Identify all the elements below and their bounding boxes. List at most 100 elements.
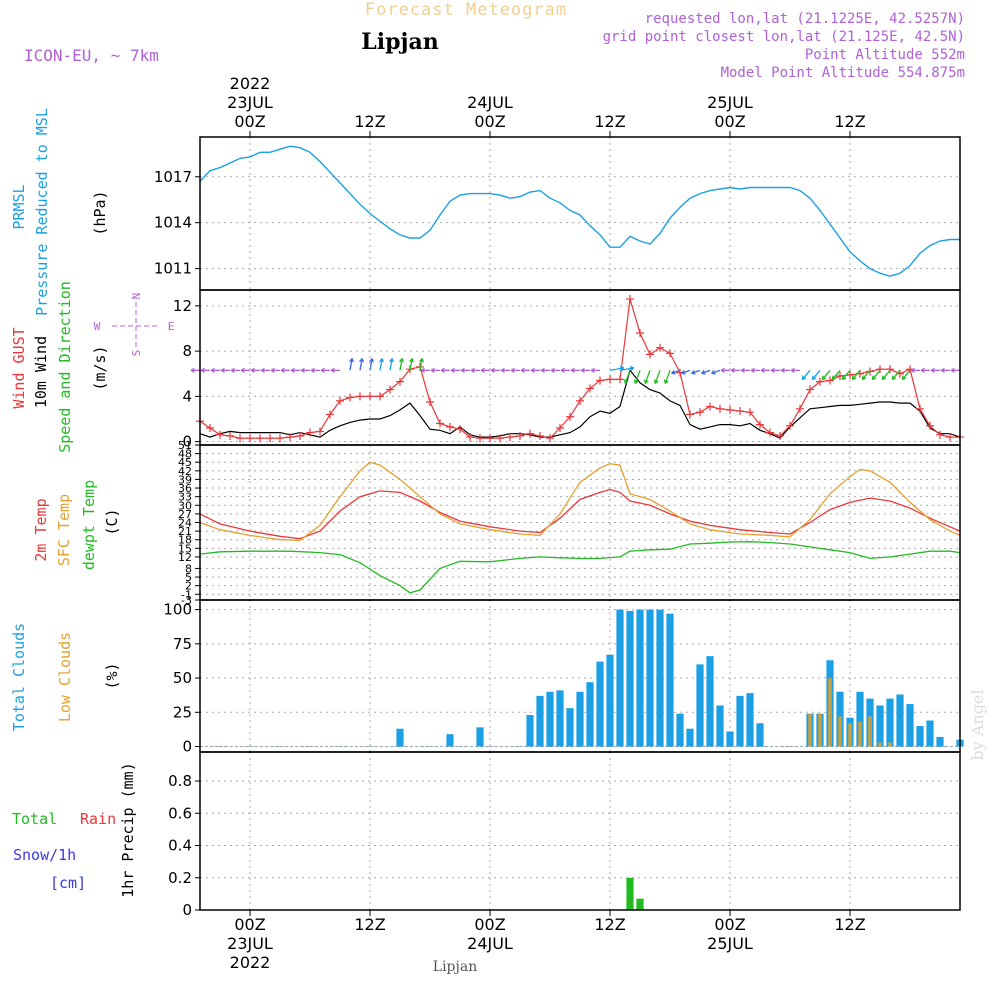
wind-y-tick-label: 12 [173, 297, 192, 315]
clouds-unit: (%) [103, 662, 121, 689]
wind-gust-point [386, 385, 394, 394]
total-clouds-bar [616, 609, 624, 747]
temp-y-tick-label: 45 [178, 456, 192, 469]
temp-label-sfc: SFC Temp [55, 494, 73, 566]
x-tick-label-top: 00Z [714, 112, 745, 131]
x-tick-label-top: 00Z [474, 112, 505, 131]
wind-direction-arrow [691, 369, 701, 375]
wind-direction-arrowhead [720, 367, 725, 373]
wind-gust-point [846, 370, 854, 379]
temp-y-tick-label: 5 [185, 571, 192, 584]
x-tick-label-bottom: 12Z [834, 915, 865, 934]
wind-direction-arrowhead [701, 369, 706, 375]
low-clouds-bar [888, 742, 892, 747]
wind-direction-arrowhead [240, 367, 245, 373]
wind-direction-arrow [901, 369, 911, 380]
wind-direction-arrow [701, 369, 711, 375]
wind-direction-arrowhead [691, 369, 696, 375]
total-clouds-bar [676, 713, 684, 747]
wind-direction-arrowhead [300, 367, 305, 373]
wind-direction-arrowhead [230, 367, 235, 373]
wind-gust-point [806, 385, 814, 394]
precip-y-tick-label: 0 [182, 901, 192, 919]
x-tick-label-top: 23JUL [227, 93, 273, 112]
total-clouds-bar [446, 734, 454, 747]
low-clouds-bar [858, 721, 862, 747]
wind-gust-point [746, 408, 754, 417]
temp-y-tick-label: 12 [178, 551, 192, 564]
wind-direction-arrow [379, 358, 383, 371]
total-clouds-bar [396, 728, 404, 747]
wind-direction-arrow [654, 370, 661, 384]
precip-y-tick-label: 0.8 [168, 772, 192, 790]
wind-direction-arrow [369, 358, 373, 371]
wind-direction-arrow [389, 358, 393, 371]
wind-direction-arrowhead [770, 367, 775, 373]
compass-e: E [168, 320, 175, 333]
wind-direction-arrowhead [821, 375, 827, 381]
wind-gust-point [706, 402, 714, 411]
wind-direction-arrowhead [409, 358, 414, 363]
wind-direction-arrow [349, 358, 353, 371]
wind-gust-point [336, 396, 344, 405]
temp-y-tick-label: 2 [185, 580, 192, 593]
temp-y-tick-label: 24 [178, 517, 192, 530]
wind-direction-arrow [634, 370, 641, 384]
x-tick-label-top: 12Z [834, 112, 865, 131]
wind-gust-point [376, 392, 384, 401]
wind-direction-arrowhead [871, 375, 877, 381]
wind-gust-point [576, 396, 584, 405]
chart-title: Forecast Meteogram [365, 0, 567, 20]
wind-direction-arrow [711, 369, 721, 375]
wind-gust-point [566, 412, 574, 421]
temp-label-dewpt: dewpt Temp [80, 480, 98, 570]
temp-y-tick-label: 36 [178, 482, 192, 495]
wind-direction-arrow [409, 358, 413, 371]
wind-gust-point [276, 434, 284, 443]
wind-gust-point [916, 404, 924, 413]
wind-y-tick-label: 4 [182, 387, 192, 405]
wind-direction-arrow [881, 369, 891, 380]
wind-gust-point [286, 433, 294, 442]
wind-unit: (m/s) [91, 345, 109, 390]
wind-direction-arrowhead [730, 367, 735, 373]
total-clouds-bar [936, 736, 944, 747]
wind-direction-arrowhead [811, 375, 817, 381]
wind-direction-arrowhead [930, 367, 935, 373]
total-clouds-bar [596, 661, 604, 747]
temp-y-tick-label: 39 [178, 473, 192, 486]
total-clouds-bar [746, 693, 754, 747]
wind-gust-point [936, 430, 944, 439]
wind-direction-arrowhead [801, 375, 807, 381]
total-clouds-bar [586, 682, 594, 747]
wind-gust-point [606, 375, 614, 384]
wind-direction-arrowhead [280, 367, 285, 373]
wind-direction-arrowhead [633, 379, 639, 384]
wind-direction-arrow [419, 358, 423, 371]
wind-direction-arrow [811, 369, 821, 380]
wind-gust-point [266, 434, 274, 443]
wind-gust-point [246, 434, 254, 443]
wind-direction-arrow [801, 369, 811, 380]
total-clouds-bar [666, 613, 674, 747]
x-tick-label-top: 24JUL [467, 93, 513, 112]
total-clouds-bar [476, 727, 484, 747]
clouds-y-tick-label: 75 [173, 635, 192, 653]
temp-y-tick-label: -3 [181, 594, 192, 607]
total-clouds-bar [706, 656, 714, 747]
wind-direction-arrowhead [760, 367, 765, 373]
wind-direction-arrowhead [920, 367, 925, 373]
wind-direction-arrowhead [740, 367, 745, 373]
model-altitude: Model Point Altitude 554.875m [721, 65, 965, 81]
wind-gust-point [646, 350, 654, 359]
pressure-y-tick-label: 1011 [154, 260, 192, 278]
wind-gust-point [546, 434, 554, 443]
wind-gust-point [866, 367, 874, 376]
wind-direction-arrowhead [420, 367, 425, 373]
total-clouds-bar [536, 695, 544, 747]
x-tick-label-bottom: 24JUL [467, 934, 513, 953]
wind-gust-point [206, 424, 214, 433]
wind-direction-arrowhead [460, 367, 465, 373]
wind-direction-arrows [190, 358, 960, 384]
footer-location: Lipjan [433, 959, 477, 975]
